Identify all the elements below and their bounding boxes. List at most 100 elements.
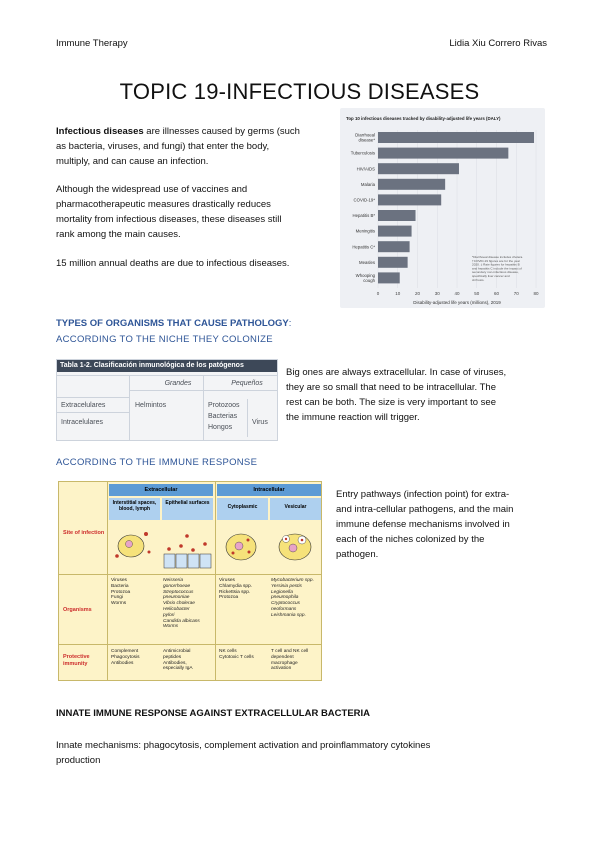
row-protective-immunity: Protective immunity [63,654,90,667]
cell-protozoos: Protozoos [208,402,240,409]
cytoplasmic-header: Cytoplasmic [217,498,268,520]
interstitial-header: Interstitial spaces, blood, lymph [109,498,160,520]
section2-description: Entry pathways (infection point) for ext… [336,487,551,562]
bar [378,225,412,237]
bar [378,132,535,143]
intro-bold-term: Infectious diseases [56,126,144,137]
s2-line: pathogen. [336,549,379,560]
cytoplasmic-cell-icon [225,533,257,561]
s1-line: they are so small that need to be intrac… [286,382,497,393]
vesicular-header: Vesicular [270,498,321,520]
cell-virus: Virus [252,419,268,426]
protective-interstitial: Complement Phagocytosis Antibodies [111,649,140,666]
protective-epithelial: Antimicrobial peptides Antibodies, espec… [163,649,193,672]
x-tick-label: 40 [454,291,460,296]
bar [378,210,416,221]
bar [378,194,442,206]
x-tick-label: 80 [533,291,539,296]
x-tick-label: 0 [377,291,380,296]
category-label: HIV/AIDS [357,166,376,171]
bar [378,241,410,253]
category-label: Hepatitis C* [352,244,375,249]
x-tick-label: 20 [415,291,421,296]
s1-line: the immune reaction will trigger. [286,412,420,423]
section1-heading-text: TYPES OF ORGANISMS THAT CAUSE PATHOLOGY [56,318,289,329]
interstitial-cell-icon [115,532,151,558]
col-small: Pequeños [231,380,263,387]
header-right: Lidia Xiu Correro Rivas [449,38,547,49]
intro-paragraph-2: Although the widespread use of vaccines … [56,182,336,242]
s3-line: production [56,755,101,766]
x-tick-label: 50 [474,291,480,296]
intro-line3: multiply, and can cause an infection. [56,156,209,167]
intro-paragraph-3: 15 million annual deaths are due to infe… [56,258,290,269]
organisms-interstitial: Viruses Bacteria Protozoa Fungi Worms [111,578,131,607]
section1-description: Big ones are always extracellular. In ca… [286,365,546,425]
chart-title: Top 10 infectious diseases tracked by di… [346,116,501,121]
organisms-epithelial: Neisseria gonorrhoeae Streptococcus pneu… [163,578,200,630]
x-tick-label: 60 [494,291,500,296]
category-label: Whooping cough [356,273,376,283]
s2-line: each of the niches colonized by the [336,534,485,545]
epithelial-header: Epithelial surfaces [162,498,213,520]
vesicular-cell-icon [278,533,312,561]
x-tick-label: 10 [395,291,401,296]
x-axis-label: Disability-adjusted life years (millions… [413,300,501,305]
cell-bacterias: Bacterias [208,413,238,420]
s2-line: and intra-cellular pathogens, and the ma… [336,504,514,515]
intro-paragraph: Infectious diseases are illnesses caused… [56,124,336,169]
section1-heading-colon: : [288,318,292,329]
bar [378,272,400,284]
category-label: Diarrhoeal disease* [355,133,375,143]
bar [378,256,408,268]
intracellular-header: Intracellular [217,484,321,496]
p2-line: pharmacotherapeutic measures drastically… [56,199,271,210]
s2-line: Entry pathways (infection point) for ext… [336,489,510,500]
intro-line2: as bacteria, viruses, and fungi) that en… [56,141,270,152]
category-label: Hepatitis B* [353,213,376,218]
intro-line1: are illnesses caused by germs (such [143,126,300,137]
bar [378,163,459,175]
col-big: Grandes [164,380,192,387]
header-left: Immune Therapy [56,38,128,49]
daly-chart: Top 10 infectious diseases tracked by di… [340,108,545,308]
cell-helmintos: Helmintos [135,402,167,409]
section1-subheading: ACCORDING TO THE NICHE THEY COLONIZE [56,334,273,345]
row-organisms: Organisms [63,607,92,613]
protective-cytoplasmic: NK cells Cytotoxic T cells [219,649,254,660]
organisms-cytoplasmic: Viruses Chlamydia spp. Rickettsia spp. P… [219,578,253,601]
cell-hongos: Hongos [208,424,233,431]
section3-heading: INNATE IMMUNE RESPONSE AGAINST EXTRACELL… [56,708,371,719]
epithelial-cells-icon [163,534,212,569]
bar [378,147,509,159]
section2-subheading: ACCORDING TO THE IMMUNE RESPONSE [56,457,258,468]
table-title: Tabla 1-2. Clasificación inmunológica de… [57,360,277,372]
category-label: Measles [359,260,375,265]
section3-text: Innate mechanisms: phagocytosis, complem… [56,738,556,768]
x-tick-label: 70 [514,291,520,296]
organisms-vesicular: Mycobacterium spp. Yersinia pestis Legio… [271,578,314,618]
chart-footnote: *Diarrhoeal disease includes cholera. †CO… [472,255,523,282]
s1-line: Big ones are always extracellular. In ca… [286,367,507,378]
section1-heading: TYPES OF ORGANISMS THAT CAUSE PATHOLOGY: [56,318,291,329]
p2-line: Although the widespread use of vaccines … [56,184,248,195]
bar [378,178,446,190]
immune-response-figure: Extracellular Intracellular Interstitial… [58,481,322,681]
category-label: Malaria [361,182,376,187]
s3-line: Innate mechanisms: phagocytosis, complem… [56,740,431,751]
s2-line: immune defense mechanisms involved in [336,519,510,530]
s1-line: rest can be both. The size is very impor… [286,397,496,408]
category-label: COVID-19* [354,198,376,203]
infection-site-illustrations [115,532,312,569]
protective-vesicular: T cell and NK cell dependent macrophage … [271,649,309,672]
page-title: TOPIC 19-INFECTIOUS DISEASES [119,79,480,104]
pathogen-classification-table: Tabla 1-2. Clasificación inmunológica de… [56,359,278,441]
category-label: Meningitis [356,229,375,234]
row-site-of-infection: Site of infection [63,530,105,536]
p2-line: mortality from infectious diseases, thes… [56,214,282,225]
category-label: Tuberculosis [351,151,375,156]
daly-chart-svg: Top 10 infectious diseases tracked by di… [346,116,539,305]
row-intracellular: Intracelulares [61,419,104,426]
p2-line: rank among the main causes. [56,229,181,240]
x-tick-label: 30 [435,291,441,296]
